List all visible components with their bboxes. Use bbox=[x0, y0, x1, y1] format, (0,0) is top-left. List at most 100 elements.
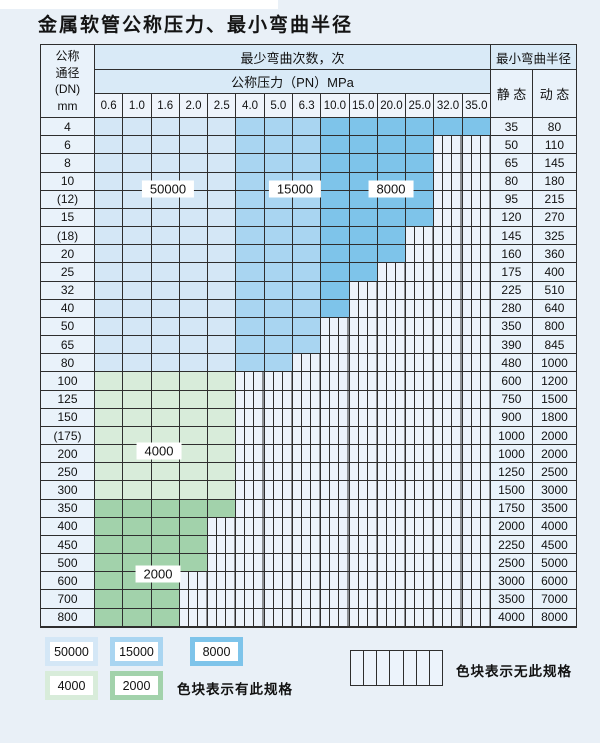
static-radius-cell: 350 bbox=[490, 317, 533, 337]
legend-no-spec-cell bbox=[430, 651, 442, 685]
no-spec-cell bbox=[377, 572, 407, 591]
spec-cell bbox=[264, 336, 293, 355]
table-row: 20 160 360 bbox=[41, 245, 576, 264]
legend-swatch: 8000 bbox=[190, 637, 243, 666]
no-spec-cell bbox=[406, 554, 435, 573]
pressure-column-header: 6.3 bbox=[292, 94, 322, 118]
static-radius-cell: 2000 bbox=[490, 517, 533, 536]
spec-cell bbox=[95, 372, 124, 391]
dynamic-radius-cell: 325 bbox=[532, 227, 576, 246]
no-spec-cell bbox=[406, 299, 435, 318]
spec-cell bbox=[123, 481, 152, 500]
no-spec-cell bbox=[208, 608, 237, 627]
no-spec-cell bbox=[321, 590, 350, 609]
spec-cell bbox=[95, 499, 124, 518]
spec-cell bbox=[123, 499, 152, 518]
spec-cell bbox=[292, 118, 322, 137]
no-spec-cell bbox=[377, 554, 407, 573]
no-spec-cell bbox=[349, 445, 378, 464]
spec-cell bbox=[151, 208, 180, 228]
no-spec-cell bbox=[434, 172, 463, 191]
pressure-column-header: 5.0 bbox=[264, 94, 293, 118]
static-radius-cell: 3000 bbox=[490, 572, 533, 591]
dynamic-radius-cell: 1000 bbox=[532, 354, 576, 373]
nominal-pressure-header: 公称压力（PN）MPa bbox=[95, 70, 491, 94]
no-spec-cell bbox=[236, 590, 265, 609]
no-spec-cell bbox=[321, 463, 350, 482]
spec-cell bbox=[321, 208, 350, 228]
dn-cell: 100 bbox=[41, 372, 95, 391]
no-spec-cell bbox=[264, 481, 293, 500]
no-spec-cell bbox=[462, 263, 491, 282]
spec-cell bbox=[377, 154, 407, 173]
no-spec-cell bbox=[434, 463, 463, 482]
no-spec-cell bbox=[406, 263, 435, 282]
dynamic-radius-cell: 270 bbox=[532, 208, 576, 228]
table-body: 4 35 80 6 50 110 8 65 145 10 80 180 (12) 95 215 15 120 27… bbox=[41, 118, 576, 627]
spec-cell bbox=[123, 372, 152, 391]
spec-cell bbox=[151, 227, 180, 246]
spec-cell bbox=[208, 299, 237, 318]
table-row: 100 600 1200 bbox=[41, 372, 576, 391]
no-spec-cell bbox=[434, 445, 463, 464]
legend-swatch-label: 15000 bbox=[115, 642, 158, 661]
no-spec-cell bbox=[264, 554, 293, 573]
spec-cell bbox=[264, 154, 293, 173]
no-spec-cell bbox=[264, 608, 293, 627]
spec-cell bbox=[95, 354, 124, 373]
dn-cell: 32 bbox=[41, 281, 95, 300]
no-spec-cell bbox=[406, 408, 435, 427]
no-spec-cell bbox=[264, 463, 293, 482]
spec-cell bbox=[208, 245, 237, 264]
no-spec-cell bbox=[236, 463, 265, 482]
legend-has-spec-text: 色块表示有此规格 bbox=[177, 682, 293, 697]
legend-swatch: 15000 bbox=[110, 637, 163, 666]
no-spec-cell bbox=[292, 499, 322, 518]
spec-cell bbox=[179, 481, 209, 500]
spec-cell bbox=[95, 608, 124, 627]
no-spec-cell bbox=[377, 372, 407, 391]
no-spec-cell bbox=[406, 445, 435, 464]
spec-cell bbox=[179, 554, 209, 573]
spec-cell bbox=[406, 154, 435, 173]
no-spec-cell bbox=[236, 390, 265, 409]
spec-cell bbox=[123, 299, 152, 318]
no-spec-cell bbox=[434, 608, 463, 627]
spec-cell bbox=[179, 372, 209, 391]
spec-cell bbox=[95, 190, 124, 209]
spec-cell bbox=[151, 517, 180, 536]
pressure-column-header: 32.0 bbox=[434, 94, 463, 118]
page-title: 金属软管公称压力、最小弯曲半径 bbox=[38, 14, 354, 36]
legend-no-spec-cell bbox=[351, 651, 365, 685]
no-spec-cell bbox=[462, 590, 491, 609]
no-spec-cell bbox=[208, 590, 237, 609]
spec-cell bbox=[236, 245, 265, 264]
static-radius-cell: 175 bbox=[490, 263, 533, 282]
no-spec-cell bbox=[462, 336, 491, 355]
legend-no-spec-cell bbox=[417, 651, 430, 685]
spec-cell bbox=[208, 336, 237, 355]
spec-cell bbox=[179, 227, 209, 246]
table-row: 6 50 110 bbox=[41, 136, 576, 155]
no-spec-cell bbox=[208, 535, 237, 555]
no-spec-cell bbox=[236, 445, 265, 464]
static-radius-cell: 145 bbox=[490, 227, 533, 246]
spec-cell bbox=[349, 263, 378, 282]
spec-cell bbox=[151, 136, 180, 155]
dn-cell: 10 bbox=[41, 172, 95, 191]
spec-cell bbox=[179, 517, 209, 536]
dynamic-radius-cell: 2000 bbox=[532, 426, 576, 446]
no-spec-cell bbox=[236, 608, 265, 627]
no-spec-cell bbox=[321, 572, 350, 591]
spec-cell bbox=[123, 281, 152, 300]
no-spec-cell bbox=[349, 517, 378, 536]
spec-cell bbox=[179, 336, 209, 355]
no-spec-cell bbox=[462, 372, 491, 391]
dynamic-radius-cell: 145 bbox=[532, 154, 576, 173]
spec-cell bbox=[95, 136, 124, 155]
spec-cell bbox=[95, 390, 124, 409]
spec-cell bbox=[236, 154, 265, 173]
spec-cell bbox=[95, 336, 124, 355]
spec-cell bbox=[179, 154, 209, 173]
dn-cell: 400 bbox=[41, 517, 95, 536]
